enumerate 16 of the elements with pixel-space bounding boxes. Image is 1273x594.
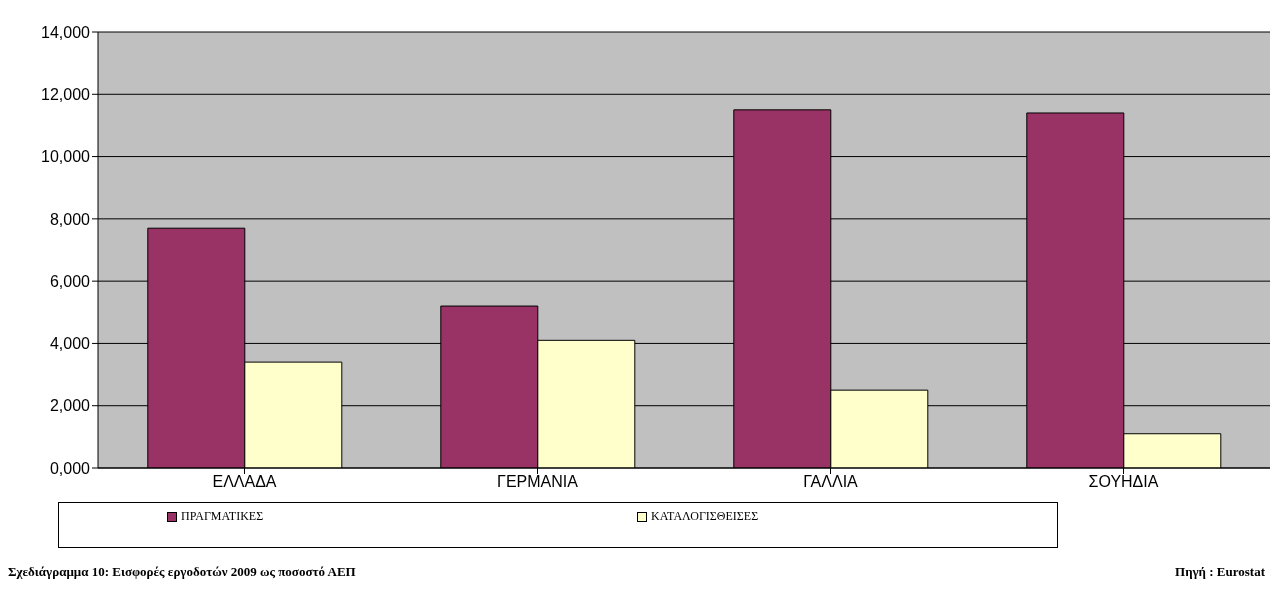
x-tick-label: ΕΛΛΑΔΑ	[212, 473, 277, 491]
x-tick-label: ΓΕΡΜΑΝΙΑ	[497, 473, 579, 491]
y-tick-label: 6,000	[49, 272, 91, 290]
y-tick-label: 10,000	[41, 148, 91, 166]
text: Πηγή : Eurostat	[1175, 564, 1265, 580]
x-tick-label: ΣΟΥΗΔΙΑ	[1088, 473, 1159, 491]
legend-label: ΚΑΤΑΛΟΓΙΣΘΕΙΣΕΣ	[650, 509, 760, 524]
y-tick-label: 2,000	[49, 397, 91, 415]
y-tick-label: 8,000	[49, 210, 91, 228]
y-tick-label: 12,000	[41, 85, 91, 103]
legend-label: ΠΡΑΓΜΑΤΙΚΕΣ	[180, 509, 265, 524]
text: Σχεδιάγραμμα 10: Εισφορές εργοδοτών 2009 ως ποσοστό ΑΕΠ	[8, 564, 356, 580]
y-tick-label: 0,000	[49, 459, 91, 477]
y-tick-label: 14,000	[41, 23, 91, 41]
x-tick-label: ΓΑΛΛΙΑ	[803, 473, 859, 491]
y-tick-label: 4,000	[49, 335, 91, 353]
